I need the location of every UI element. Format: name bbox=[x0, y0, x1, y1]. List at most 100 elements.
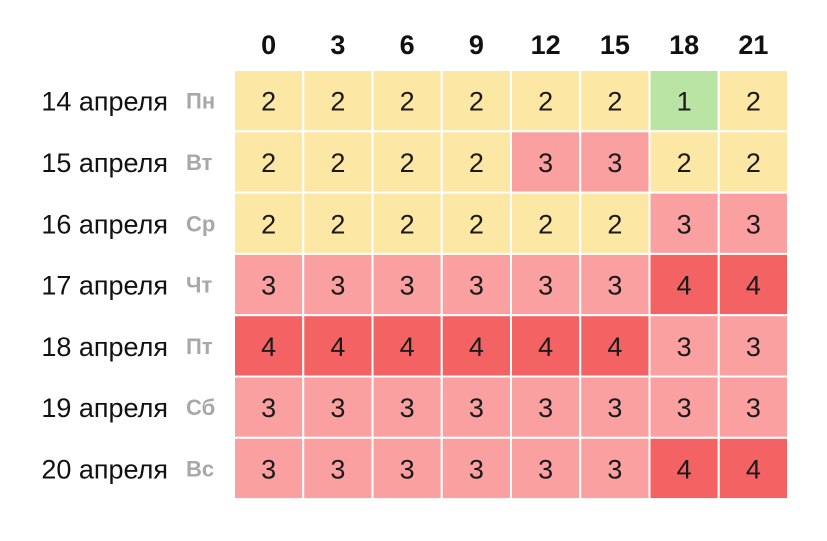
heatmap-cell bbox=[648, 375, 720, 439]
heatmap-cell bbox=[371, 436, 443, 501]
heatmap-cell-value: 2 bbox=[746, 148, 761, 178]
row-date-label: 19 апреля bbox=[41, 393, 168, 423]
heatmap-cell-value: 2 bbox=[330, 148, 345, 178]
heatmap-cell bbox=[371, 191, 443, 255]
heatmap-cells: 2 2 2 2 2 2 1 2 2 2 2 2 3 3 2 2 2 2 2 2 2 2 3 3 3 3 3 3 3 3 4 4 4 4 4 4 4 4 3 3… bbox=[233, 69, 789, 501]
row-weekday-label: Ср bbox=[186, 211, 215, 236]
heatmap-cell-value: 3 bbox=[469, 393, 484, 423]
row-date-label: 17 апреля bbox=[41, 271, 168, 301]
heatmap-cell-value: 3 bbox=[330, 271, 345, 301]
heatmap-cell bbox=[648, 191, 720, 255]
heatmap-cell-value: 3 bbox=[607, 271, 622, 301]
heatmap-cell bbox=[648, 252, 720, 317]
heatmap-cell-value: 3 bbox=[400, 393, 415, 423]
heatmap-cell-value: 2 bbox=[538, 87, 553, 117]
heatmap-cell bbox=[510, 252, 582, 317]
column-label-18: 18 bbox=[669, 30, 699, 60]
column-label-15: 15 bbox=[600, 30, 630, 60]
heatmap-cell-value: 2 bbox=[330, 87, 345, 117]
row-weekday-label: Вс bbox=[186, 456, 214, 481]
column-label-9: 9 bbox=[469, 30, 484, 60]
heatmap-cell bbox=[717, 130, 789, 194]
heatmap-cell bbox=[717, 436, 789, 501]
heatmap-cell-value: 3 bbox=[538, 148, 553, 178]
heatmap-cell-value: 4 bbox=[677, 454, 692, 484]
heatmap-cell bbox=[510, 436, 582, 501]
heatmap-cell-value: 2 bbox=[261, 148, 276, 178]
row-date-label: 14 апреля bbox=[41, 87, 168, 117]
row-date-label: 20 апреля bbox=[41, 454, 168, 484]
heatmap-cell bbox=[302, 69, 374, 133]
heatmap-cell-value: 3 bbox=[469, 454, 484, 484]
heatmap-cell-value: 3 bbox=[538, 454, 553, 484]
heatmap-cell-value: 3 bbox=[677, 332, 692, 362]
heatmap-cell-value: 3 bbox=[538, 271, 553, 301]
heatmap-cell-value: 3 bbox=[677, 209, 692, 239]
heatmap-cell-value: 3 bbox=[746, 393, 761, 423]
heatmap-cell bbox=[579, 69, 651, 133]
heatmap-cell bbox=[440, 191, 512, 255]
row-weekday-label: Чт bbox=[186, 273, 212, 298]
heatmap-cell-value: 2 bbox=[607, 87, 622, 117]
heatmap-cell-value: 4 bbox=[746, 271, 761, 301]
heatmap-cell bbox=[717, 375, 789, 439]
row-date-label: 15 апреля bbox=[41, 148, 168, 178]
heatmap-cell-value: 2 bbox=[261, 209, 276, 239]
row-weekday-label: Вт bbox=[186, 150, 213, 175]
heatmap-cell bbox=[440, 314, 512, 378]
heatmap-cell-value: 3 bbox=[607, 454, 622, 484]
heatmap-cell-value: 3 bbox=[746, 209, 761, 239]
heatmap-cell-value: 3 bbox=[400, 271, 415, 301]
heatmap-cell bbox=[579, 130, 651, 194]
heatmap-cell-value: 4 bbox=[746, 454, 761, 484]
heatmap-cell-value: 3 bbox=[261, 454, 276, 484]
heatmap-cell-value: 2 bbox=[261, 87, 276, 117]
heatmap-cell-value: 3 bbox=[538, 393, 553, 423]
heatmap-cell bbox=[717, 191, 789, 255]
row-weekday-label: Пн bbox=[186, 89, 215, 114]
heatmap-cell-value: 4 bbox=[469, 332, 484, 362]
heatmap-cell bbox=[510, 375, 582, 439]
row-labels: 14 апреля Пн 15 апреля Вт 16 апреля Ср 17 апре… bbox=[41, 87, 215, 485]
heatmap-cell bbox=[440, 130, 512, 194]
heatmap-cell bbox=[233, 191, 305, 255]
row-weekday-label: Пт bbox=[186, 334, 213, 359]
heatmap-cell bbox=[579, 436, 651, 501]
heatmap-cell-value: 4 bbox=[677, 271, 692, 301]
column-label-3: 3 bbox=[330, 30, 345, 60]
heatmap-cell-value: 3 bbox=[330, 393, 345, 423]
row-date-label: 18 апреля bbox=[41, 332, 168, 362]
heatmap-cell bbox=[371, 252, 443, 317]
heatmap-cell-value: 4 bbox=[400, 332, 415, 362]
heatmap-cell-value: 3 bbox=[261, 271, 276, 301]
heatmap-cell bbox=[510, 191, 582, 255]
heatmap-cell bbox=[510, 314, 582, 378]
heatmap-cell bbox=[302, 436, 374, 501]
heatmap-cell-value: 4 bbox=[538, 332, 553, 362]
heatmap-cell-value: 3 bbox=[400, 454, 415, 484]
heatmap-cell-value: 3 bbox=[330, 454, 345, 484]
heatmap-cell-value: 2 bbox=[469, 148, 484, 178]
column-label-6: 6 bbox=[400, 30, 415, 60]
heatmap-cell-value: 2 bbox=[400, 148, 415, 178]
column-label-12: 12 bbox=[531, 30, 561, 60]
heatmap-cell bbox=[233, 69, 305, 133]
heatmap-cell bbox=[302, 375, 374, 439]
heatmap-cell-value: 2 bbox=[607, 209, 622, 239]
heatmap-cell-value: 2 bbox=[538, 209, 553, 239]
heatmap-cell-value: 3 bbox=[607, 393, 622, 423]
heatmap-cell-value: 3 bbox=[469, 271, 484, 301]
heatmap-cell bbox=[648, 436, 720, 501]
heatmap-cell-value: 4 bbox=[261, 332, 276, 362]
row-weekday-label: Сб bbox=[186, 395, 215, 420]
heatmap-cell bbox=[579, 191, 651, 255]
heatmap-cell-value: 3 bbox=[677, 393, 692, 423]
heatmap-cell bbox=[233, 436, 305, 501]
heatmap-cell-value: 2 bbox=[400, 209, 415, 239]
heatmap-cell-value: 3 bbox=[746, 332, 761, 362]
heatmap-cell bbox=[302, 130, 374, 194]
heatmap-cell-value: 2 bbox=[469, 209, 484, 239]
heatmap-cell-value: 2 bbox=[746, 87, 761, 117]
row-date-label: 16 апреля bbox=[41, 209, 168, 239]
heatmap-cell-value: 4 bbox=[607, 332, 622, 362]
